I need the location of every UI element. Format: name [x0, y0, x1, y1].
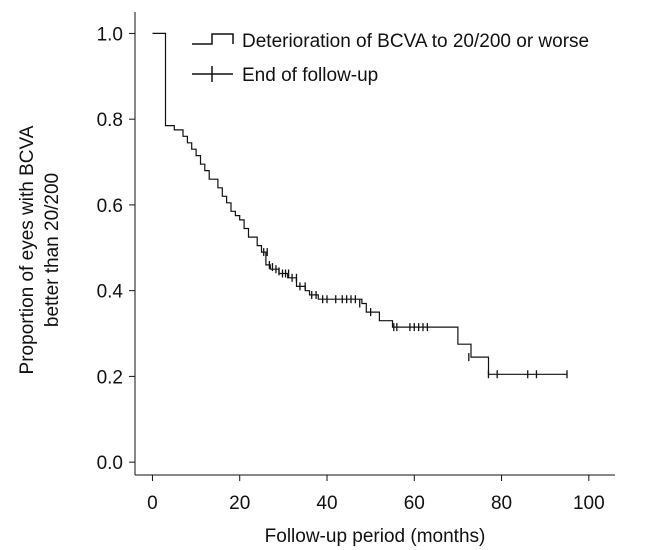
y-tick-label: 0.4 [97, 282, 124, 303]
plot-area [152, 32, 568, 379]
legend-item-censored: End of follow-up [192, 65, 378, 86]
legend: Deterioration of BCVA to 20/200 or worse… [192, 31, 589, 86]
axes [134, 12, 615, 476]
legend-step-symbol [192, 33, 234, 45]
y-tick-label: 1.0 [97, 24, 123, 45]
x-tick-label: 0 [147, 493, 158, 514]
y-tick-label: 0.8 [97, 110, 123, 131]
legend-label-censored: End of follow-up [242, 65, 378, 86]
x-tick-label: 40 [316, 493, 337, 514]
survival-step-line [152, 32, 567, 375]
y-ticks: 0.0 0.2 0.4 0.6 0.8 1.0 [97, 24, 135, 474]
x-axis-title: Follow-up period (months) [265, 526, 486, 547]
y-tick-label: 0.2 [97, 367, 123, 388]
x-tick-label: 80 [491, 493, 512, 514]
legend-item-deterioration: Deterioration of BCVA to 20/200 or worse [192, 31, 589, 52]
y-axis-title-line-1: Proportion of eyes with BCVA [17, 125, 38, 374]
y-tick-label: 0.0 [97, 453, 123, 474]
x-ticks: 0 20 40 60 80 100 [147, 475, 605, 514]
legend-label-deterioration: Deterioration of BCVA to 20/200 or worse [242, 31, 589, 52]
y-axis-title: Proportion of eyes with BCVA better than… [17, 125, 63, 374]
x-tick-label: 20 [229, 493, 250, 514]
y-tick-label: 0.6 [97, 196, 123, 217]
x-tick-label: 100 [573, 493, 605, 514]
y-axis-title-line-2: better than 20/200 [42, 173, 63, 327]
x-tick-label: 60 [404, 493, 425, 514]
